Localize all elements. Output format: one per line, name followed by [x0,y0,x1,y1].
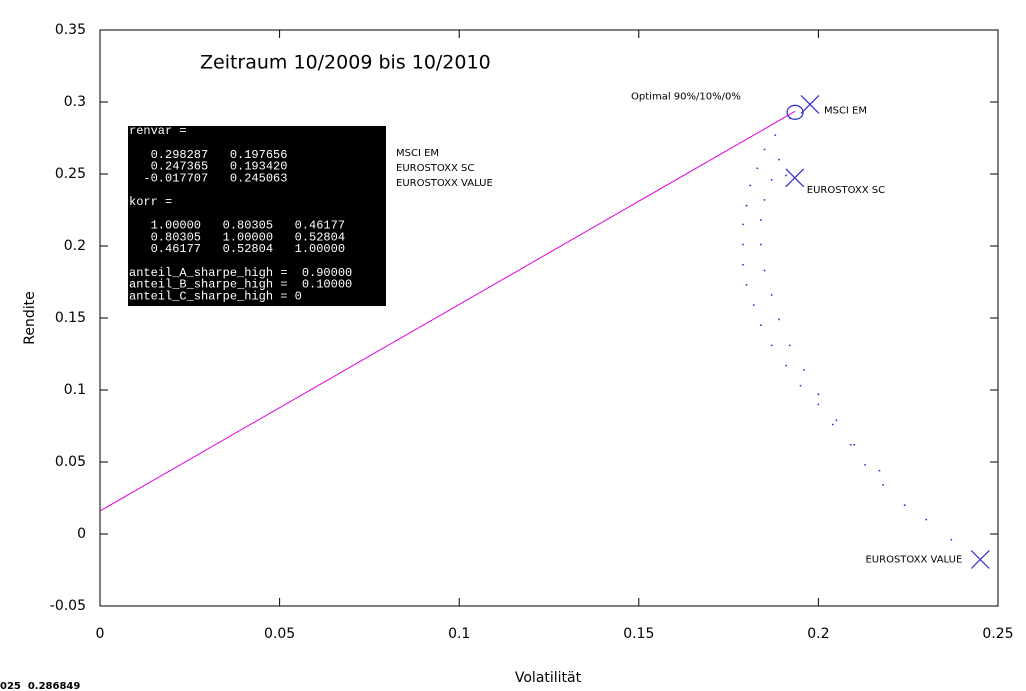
y-tick-label: 0.35 [55,22,86,38]
frontier-point [760,243,762,246]
frontier-point [849,443,852,446]
frontier-point [760,219,762,221]
frontier-point [785,174,787,177]
x-tick-label: 0.1 [448,626,470,642]
frontier-point [763,199,766,201]
frontier-point [770,294,773,296]
asset-label: EUROSTOXX SC [807,185,885,196]
frontier-point [817,393,820,396]
frontier-point [742,263,744,266]
console-legend-label: EUROSTOXX VALUE [396,178,493,189]
frontier-point [745,283,748,286]
frontier-point [950,538,953,541]
console-line: 0.247365 0.193420 [129,160,287,174]
x-tick-label: 0.25 [982,626,1013,642]
asset-label: MSCI EM [824,105,867,116]
console-line: anteil_A_sharpe_high = 0.90000 [129,266,352,280]
console-line: anteil_C_sharpe_high = 0 [129,289,302,303]
frontier-point [770,178,773,181]
y-tick-label: -0.05 [50,598,86,614]
y-tick-label: 0 [77,526,86,542]
y-tick-label: 0.15 [55,310,86,326]
frontier-point [864,463,866,466]
frontier-point [745,204,748,207]
optimal-marker [786,104,804,120]
y-tick-label: 0.05 [55,454,86,470]
frontier-point [785,364,787,367]
console-line: -0.017707 0.245063 [129,171,287,185]
console-box [128,126,386,306]
frontier-point [925,518,928,521]
console-line: renvar = [129,124,187,138]
asset-label: EUROSTOXX VALUE [865,554,962,565]
frontier-point [903,504,906,507]
asset-marker [970,550,990,569]
x-tick-label: 0.15 [623,626,654,642]
x-tick-label: 0.05 [264,626,295,642]
y-tick-label: 0.3 [64,94,86,110]
frontier-point [770,344,773,347]
console-legend-label: EUROSTOXX SC [396,163,474,174]
frontier-point [882,484,884,486]
frontier-point [763,148,766,151]
frontier-point [752,304,755,306]
frontier-point [763,269,766,272]
console-line: 0.298287 0.197656 [129,148,287,162]
footer-fragment: 025 0.286849 [0,681,80,691]
y-tick-label: 0.1 [64,382,86,398]
console-line: 0.80305 1.00000 0.52804 [129,230,345,244]
asset-marker [800,95,820,114]
frontier-point [788,344,791,347]
chart-title: Zeitraum 10/2009 bis 10/2010 [200,52,491,74]
optimal-label: Optimal 90%/10%/0% [631,91,741,102]
x-tick-label: 0.2 [807,626,829,642]
console-legend-label: MSCI EM [396,148,439,159]
console-line: korr = [129,195,172,209]
console-line: 0.46177 0.52804 1.00000 [129,242,345,256]
frontier-point [777,158,780,161]
frontier-point [774,134,777,137]
frontier-point [799,384,802,387]
y-tick-label: 0.25 [55,166,86,182]
frontier-point [777,318,780,321]
frontier-point [853,443,856,446]
x-tick-label: 0 [96,626,105,642]
frontier-point [760,324,762,327]
console-line: anteil_B_sharpe_high = 0.10000 [129,278,352,292]
frontier-point [803,368,805,371]
frontier-point [817,403,820,406]
y-tick-label: 0.2 [64,238,86,254]
frontier-point [742,223,744,226]
frontier-point [756,167,759,170]
tangent-line [99,110,796,512]
frontier-point [831,423,834,426]
frontier-point [835,419,838,422]
frontier-point [878,469,881,472]
y-axis-label: Rendite [22,291,38,344]
console-line: 1.00000 0.80305 0.46177 [129,219,345,233]
frontier-point [742,243,744,246]
x-axis-label: Volatilität [515,670,582,686]
frontier-point [749,184,752,187]
asset-marker [785,168,805,188]
